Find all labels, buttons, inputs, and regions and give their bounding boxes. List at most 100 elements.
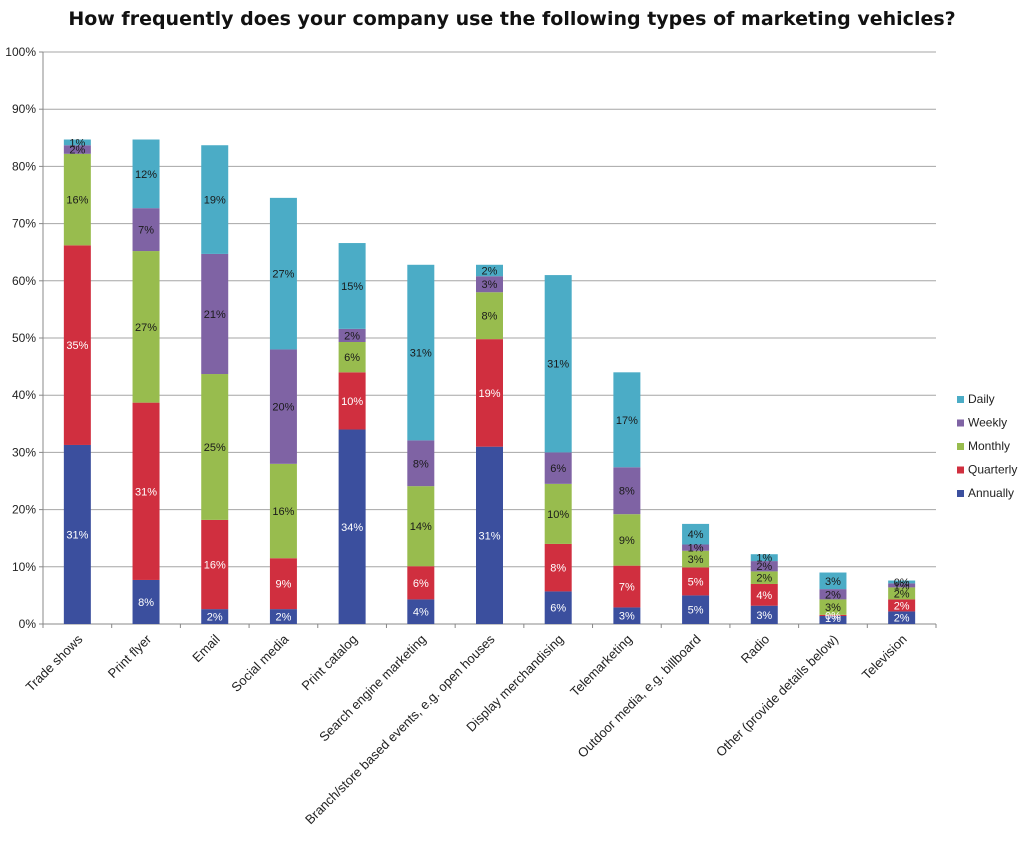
data-label: 2%	[275, 612, 291, 624]
bar-segment	[613, 372, 641, 468]
bar-segment	[682, 550, 710, 568]
bar-segment	[819, 589, 847, 600]
data-label: 9%	[275, 579, 291, 591]
bar-segment	[819, 572, 847, 590]
bar-segment	[819, 614, 847, 616]
data-label: 2%	[344, 330, 360, 342]
category-label: Social media	[228, 631, 292, 695]
bar-segment	[682, 595, 710, 624]
bar-segment	[613, 565, 641, 608]
legend-label: Monthly	[968, 439, 1010, 453]
bar-segment	[613, 514, 641, 566]
category-label: Outdoor media, e.g. billboard	[575, 632, 704, 761]
bar-segment	[269, 558, 297, 610]
bar-segment	[201, 145, 229, 254]
bar-segment	[888, 580, 916, 584]
category-label: Television	[859, 632, 910, 683]
bar-segment	[407, 599, 435, 624]
y-tick-label: 50%	[12, 331, 36, 345]
legend-swatch	[957, 443, 964, 450]
bar-segment	[63, 444, 91, 624]
bar-segment	[819, 599, 847, 615]
data-label: 0%	[894, 577, 910, 589]
bar-segment	[476, 446, 503, 624]
y-tick-label: 0%	[19, 617, 37, 631]
data-label: 27%	[272, 269, 294, 281]
y-tick-label: 90%	[12, 102, 36, 116]
data-label: 5%	[688, 605, 704, 617]
data-label: 7%	[619, 582, 635, 594]
bar-segment	[750, 561, 778, 572]
data-label: 2%	[756, 561, 772, 573]
y-tick-label: 100%	[5, 45, 36, 59]
bar-segment	[476, 292, 503, 340]
data-label: 16%	[272, 506, 294, 518]
category-label: Print flyer	[105, 631, 155, 681]
bar-segment	[132, 208, 160, 252]
data-label: 8%	[619, 486, 635, 498]
bar-segment	[544, 483, 572, 544]
bar-segment	[338, 429, 366, 624]
category-label: Other (provide details below)	[713, 632, 841, 760]
chart-title: How frequently does your company use the…	[68, 8, 956, 30]
y-tick-label: 80%	[12, 159, 36, 173]
bar-segment	[132, 251, 160, 403]
y-tick-label: 20%	[12, 503, 36, 517]
data-label: 3%	[825, 576, 841, 588]
bars	[63, 139, 916, 624]
data-label: 31%	[410, 348, 432, 360]
legend-label: Annually	[968, 486, 1014, 500]
bar-segment	[888, 611, 916, 624]
data-labels: 31%35%16%2%1%8%31%27%7%12%2%16%25%21%19%…	[66, 137, 909, 625]
data-label: 2%	[207, 612, 223, 624]
data-label: 1%	[69, 137, 85, 149]
legend-swatch	[957, 490, 964, 497]
data-label: 6%	[550, 603, 566, 615]
bar-segment	[63, 245, 91, 445]
category-label: Trade shows	[23, 631, 86, 694]
data-label: 19%	[478, 388, 500, 400]
bar-segment	[544, 543, 572, 592]
data-label: 2%	[894, 600, 910, 612]
data-label: 34%	[341, 522, 363, 534]
category-label: Print catalog	[299, 632, 361, 694]
data-label: 12%	[135, 169, 157, 181]
bar-segment	[682, 544, 710, 551]
data-label: 8%	[413, 458, 429, 470]
bar-segment	[750, 571, 778, 584]
y-tick-label: 70%	[12, 217, 36, 231]
bar-segment	[750, 583, 778, 606]
bar-segment	[476, 339, 503, 447]
y-tick-label: 60%	[12, 274, 36, 288]
data-label: 31%	[478, 530, 500, 542]
data-label: 10%	[547, 509, 569, 521]
data-label: 3%	[825, 602, 841, 614]
bar-segment	[338, 372, 366, 430]
data-label: 8%	[482, 311, 498, 323]
data-label: 25%	[204, 442, 226, 454]
data-label: 35%	[66, 340, 88, 352]
bar-segment	[338, 328, 366, 343]
data-label: 31%	[135, 486, 157, 498]
bar-segment	[888, 587, 916, 600]
bar-segment	[201, 609, 229, 624]
data-label: 2%	[482, 266, 498, 278]
bar-segment	[338, 243, 366, 329]
legend-swatch	[957, 419, 964, 427]
data-label: 10%	[341, 396, 363, 408]
bar-segment	[201, 519, 229, 610]
bar-segment	[613, 607, 641, 624]
bar-segment	[888, 583, 916, 588]
legend-label: Daily	[968, 392, 995, 406]
bar-segment	[682, 567, 710, 596]
bar-segment	[269, 197, 297, 350]
data-label: 8%	[138, 597, 154, 609]
bar-segment	[269, 463, 297, 559]
data-label: 4%	[688, 529, 704, 541]
bar-segment	[888, 599, 916, 612]
data-label: 7%	[138, 225, 154, 237]
data-label: 1%	[894, 580, 910, 592]
legend-swatch	[957, 466, 964, 474]
data-label: 17%	[616, 415, 638, 427]
